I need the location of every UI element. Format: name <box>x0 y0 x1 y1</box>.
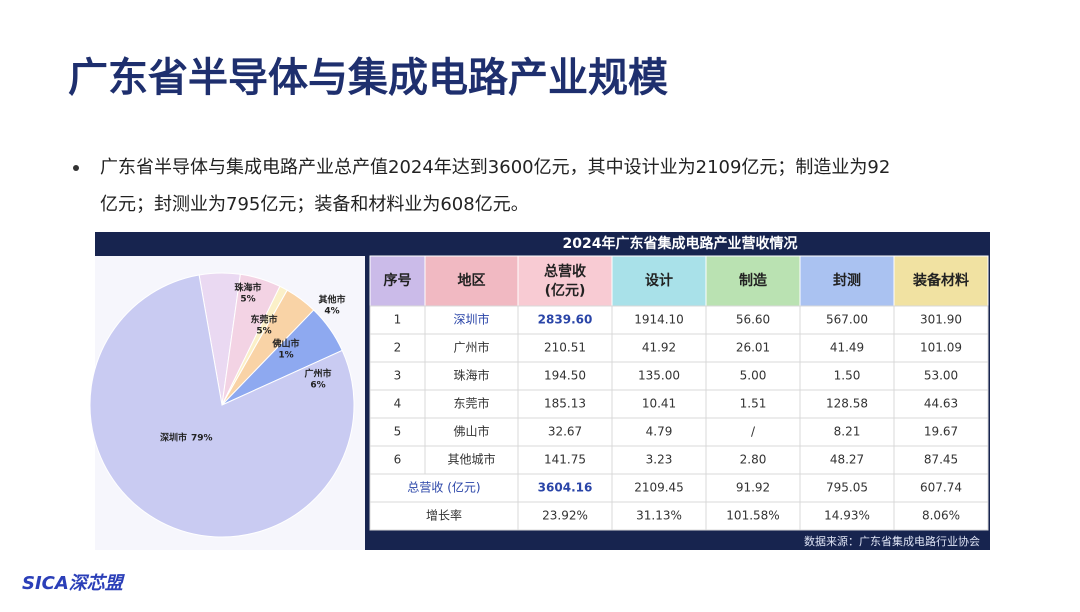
bullet-dot <box>73 165 79 171</box>
cell-text: 23.92% <box>542 509 588 523</box>
row-bg <box>370 334 988 362</box>
cell-text: 101.58% <box>726 509 779 523</box>
cell-text: 607.74 <box>920 481 962 495</box>
header-text: 地区 <box>458 272 486 289</box>
cell-text: 53.00 <box>924 369 958 383</box>
cell-text: 135.00 <box>638 369 680 383</box>
header-cell <box>705 255 801 307</box>
cell-text: 795.05 <box>826 481 868 495</box>
cell-text: 101.09 <box>920 341 962 355</box>
cell-text: 41.49 <box>830 341 864 355</box>
row-bg <box>370 502 988 530</box>
pie-slice <box>89 274 355 538</box>
header-cell <box>517 255 613 307</box>
pie-value-label: 4% <box>324 307 339 317</box>
pie-label: 佛山市 <box>271 338 299 350</box>
header-text: 封测 <box>833 272 861 289</box>
cell-text: 5.00 <box>740 369 767 383</box>
header-text: 设计 <box>645 272 673 289</box>
slide-title: 广东省半导体与集成电路产业规模 <box>68 55 668 101</box>
cell-text: 1914.10 <box>634 313 684 327</box>
cell-text: 佛山市 <box>453 424 489 439</box>
pie-label: 广州市 <box>304 368 331 380</box>
cell-text: 141.75 <box>544 453 586 467</box>
logo: SICA深芯盟 <box>22 573 126 594</box>
cell-text: 8.06% <box>922 509 960 523</box>
header-text: 装备材料 <box>912 272 969 289</box>
cell-text: 深圳市 <box>453 312 489 327</box>
cell-text: 5 <box>394 425 402 439</box>
pie-label: 深圳市 <box>160 432 187 444</box>
cell-text: 东莞市 <box>453 396 489 411</box>
pie-label: 东莞市 <box>250 314 277 326</box>
cell-text: 6 <box>394 453 402 467</box>
pie-value-label: 5% <box>240 295 255 305</box>
source: 数据来源：广东省集成电路行业协会 <box>804 534 980 548</box>
cell-text: 26.01 <box>736 341 770 355</box>
cell-text: 1.51 <box>740 397 767 411</box>
cell-text: 567.00 <box>826 313 868 327</box>
row-bg <box>370 306 988 334</box>
cell-text: 1.50 <box>834 369 861 383</box>
cell-text: 10.41 <box>642 397 676 411</box>
bullet-line: 亿元；封测业为795亿元；装备和材料业为608亿元。 <box>100 194 529 215</box>
cell-text: 珠海市 <box>453 368 489 383</box>
cell-text: 185.13 <box>544 397 586 411</box>
cell-text: 4.79 <box>646 425 673 439</box>
cell-text: 87.45 <box>924 453 958 467</box>
cell-text: 其他城市 <box>447 452 495 467</box>
cell-text: 210.51 <box>544 341 586 355</box>
header-text: 总营收 <box>544 263 587 280</box>
header-cell <box>424 255 519 307</box>
cell-text: 14.93% <box>824 509 870 523</box>
row-bg <box>370 474 988 502</box>
cell-text: 8.21 <box>834 425 861 439</box>
header-cell <box>893 255 989 307</box>
cell-text: 总营收 (亿元) <box>407 480 480 495</box>
figure-title: 2024年广东省集成电路产业营收情况 <box>563 235 798 252</box>
pie-value-label: 79% <box>191 434 213 444</box>
cell-text: 1 <box>394 313 402 327</box>
cell-text: 31.13% <box>636 509 682 523</box>
header-text: (亿元) <box>545 282 586 299</box>
cell-text: 56.60 <box>736 313 770 327</box>
cell-text: 3 <box>394 369 402 383</box>
cell-text: 44.63 <box>924 397 958 411</box>
pie-value-label: 5% <box>256 327 271 337</box>
cell-text: 3604.16 <box>538 481 593 495</box>
cell <box>893 501 989 531</box>
cell-text: 广州市 <box>453 340 489 355</box>
cell-text: 301.90 <box>920 313 962 327</box>
cell-text: 32.67 <box>548 425 582 439</box>
pie-label: 其他市 <box>318 294 345 306</box>
pie-value-label: 6% <box>310 381 325 391</box>
row-bg <box>370 446 988 474</box>
row-bg <box>370 418 988 446</box>
cell-text: 3.23 <box>646 453 673 467</box>
cell-text: 增长率 <box>426 508 462 523</box>
cell-text: 2109.45 <box>634 481 684 495</box>
cell-text: 91.92 <box>736 481 770 495</box>
cell-text: 19.67 <box>924 425 958 439</box>
cell-text: 2.80 <box>740 453 767 467</box>
header-cell <box>611 255 707 307</box>
bullet-line: 广东省半导体与集成电路产业总产值2024年达到3600亿元，其中设计业为2109… <box>100 157 890 178</box>
cell-text: 41.92 <box>642 341 676 355</box>
pie-value-label: 1% <box>278 351 293 361</box>
pie-label: 珠海市 <box>234 282 261 294</box>
cell-text: 2839.60 <box>538 313 593 327</box>
cell-text: 128.58 <box>826 397 868 411</box>
cell-text: 48.27 <box>830 453 864 467</box>
header-text: 序号 <box>384 272 412 289</box>
header-text: 制造 <box>739 272 767 289</box>
cell-text: 2 <box>394 341 402 355</box>
cell-text: 4 <box>394 397 402 411</box>
header-cell <box>799 255 895 307</box>
row-bg <box>370 362 988 390</box>
cell-text: 194.50 <box>544 369 586 383</box>
cell-text: / <box>751 425 756 439</box>
row-bg <box>370 390 988 418</box>
